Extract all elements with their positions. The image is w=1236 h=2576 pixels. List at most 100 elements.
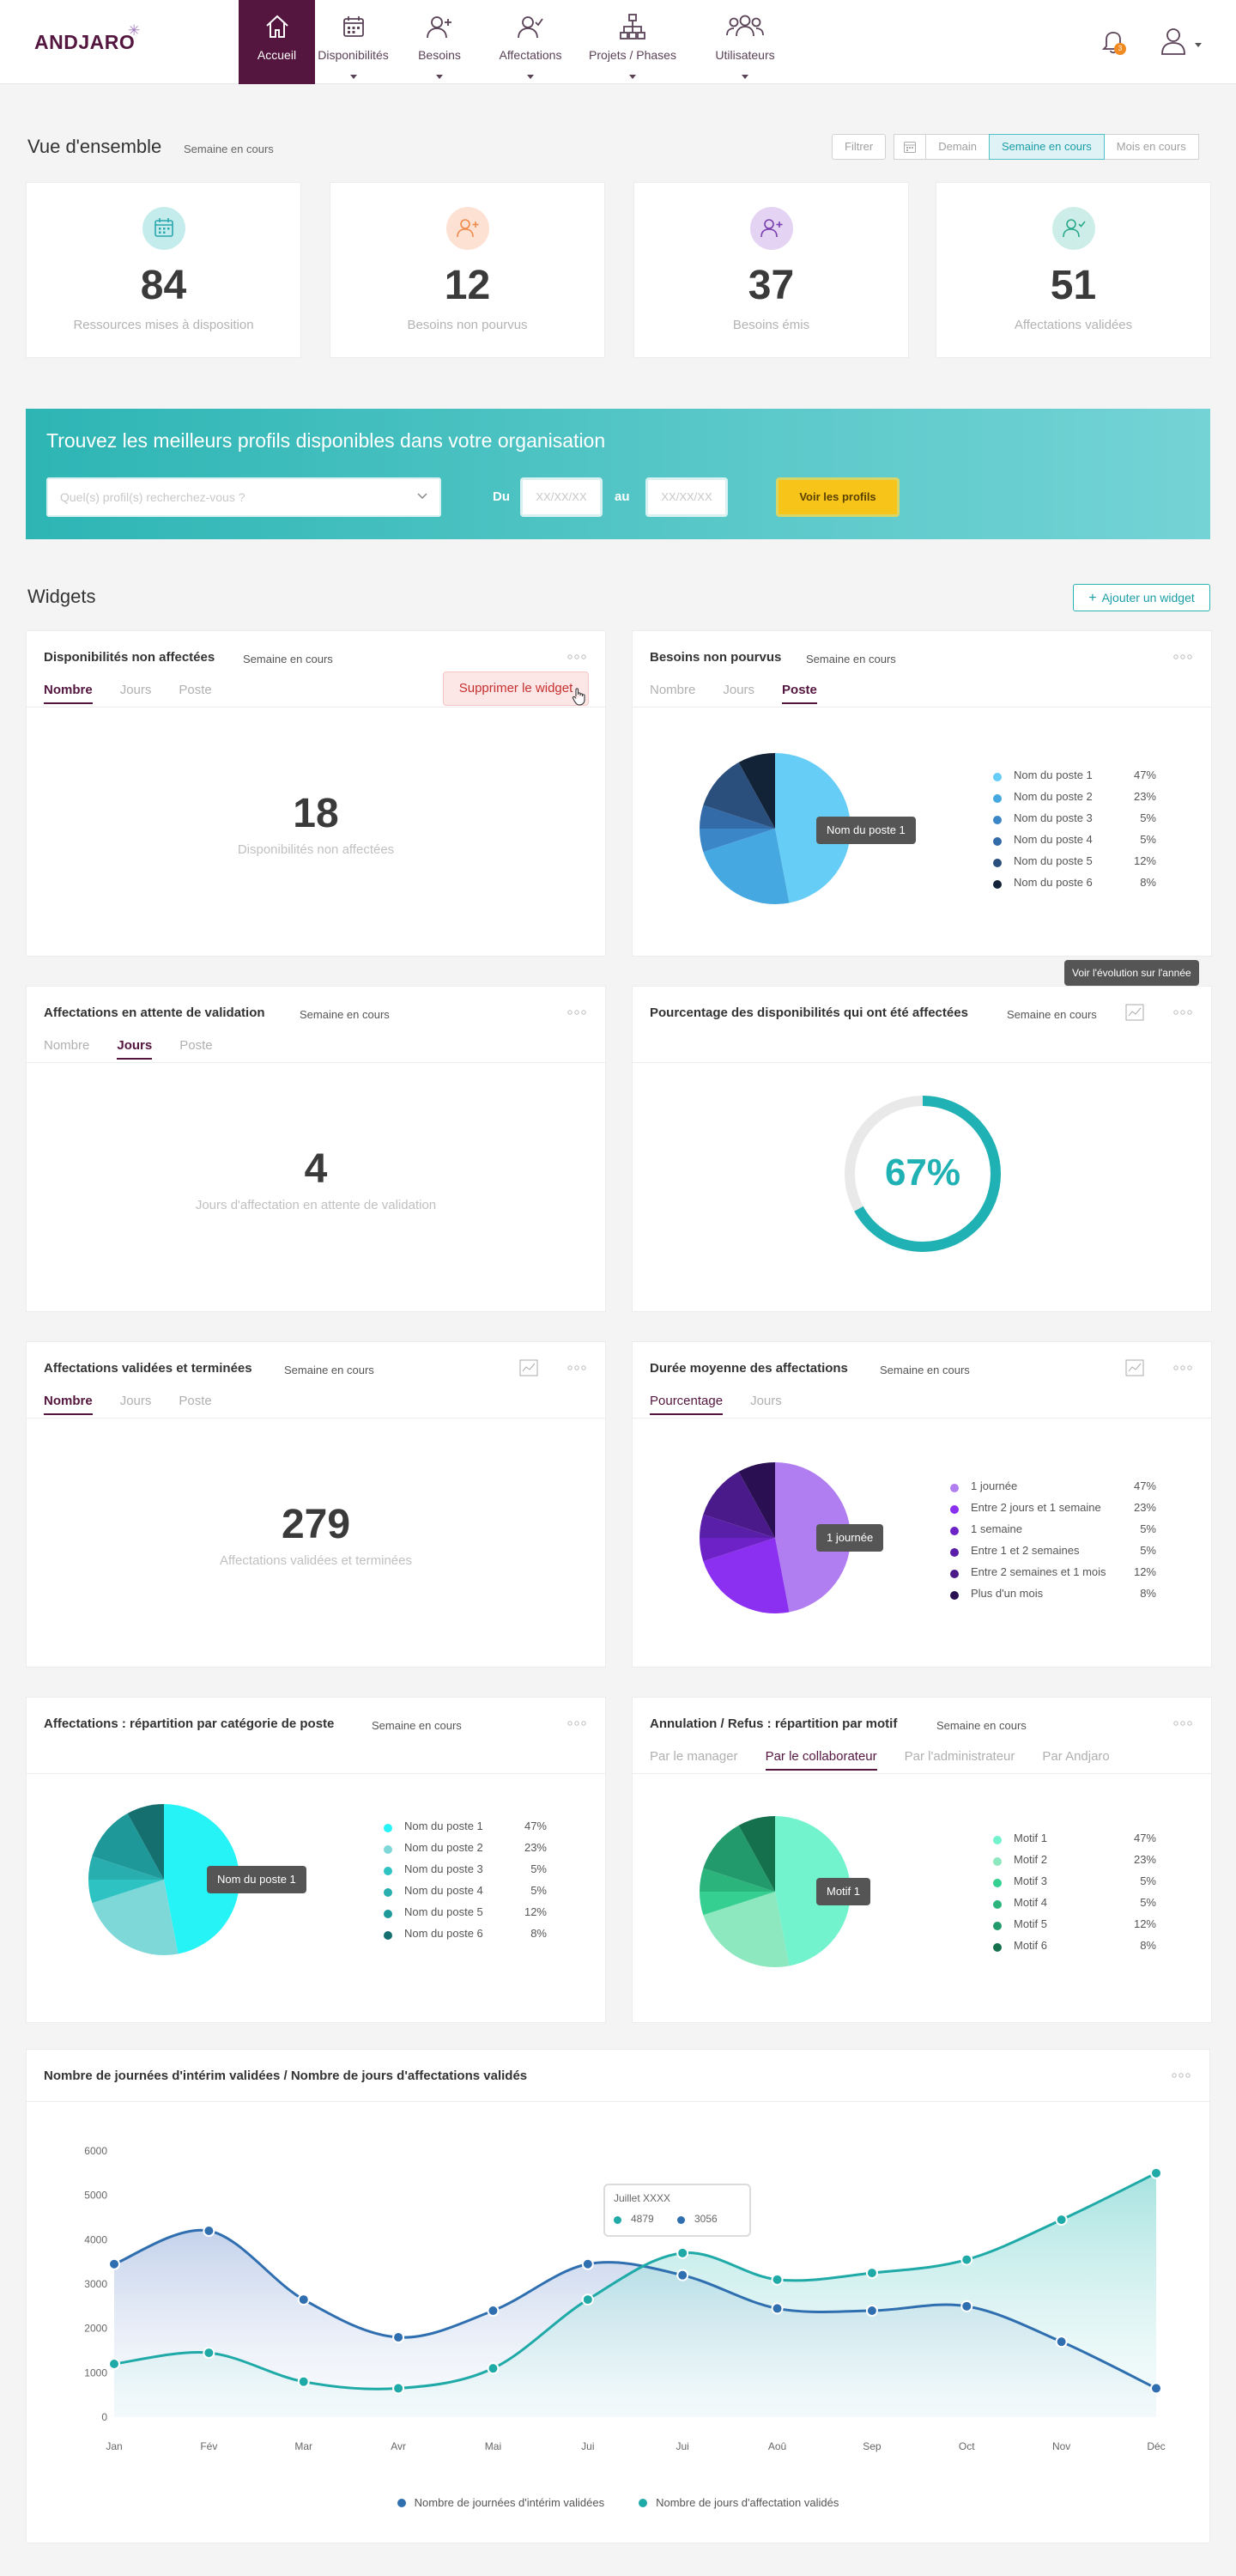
date-from-input[interactable]: XX/XX/XX: [520, 477, 603, 517]
nav-besoins[interactable]: Besoins: [391, 0, 488, 84]
tab-nombre[interactable]: Nombre: [44, 1394, 93, 1415]
kpi-card-ressources[interactable]: 84 Ressources mises à disposition: [26, 182, 301, 358]
more-options-icon[interactable]: [1173, 1009, 1192, 1016]
legend-item[interactable]: Nom du poste 3 5%: [993, 811, 1156, 833]
tab-par-le-manager[interactable]: Par le manager: [650, 1749, 738, 1764]
pie-slice[interactable]: [700, 1514, 775, 1538]
pie-slice[interactable]: [703, 1538, 790, 1613]
chevron-down-icon[interactable]: [1195, 43, 1202, 47]
nav-disponibilites[interactable]: Disponibilités: [315, 0, 391, 84]
data-point[interactable]: [1055, 2214, 1068, 2227]
data-point[interactable]: [1150, 2166, 1162, 2179]
pie-slice[interactable]: [88, 1880, 164, 1904]
legend-item[interactable]: 1 semaine 5%: [950, 1522, 1156, 1544]
pie-slice[interactable]: [700, 1892, 775, 1916]
kpi-card-affectations-validees[interactable]: 51 Affectations validées: [936, 182, 1211, 358]
nav-utilisateurs[interactable]: Utilisateurs: [692, 0, 798, 84]
data-point[interactable]: [676, 2269, 689, 2281]
pie-slice[interactable]: [775, 753, 851, 903]
pie-slice[interactable]: [738, 753, 775, 829]
more-options-icon[interactable]: [567, 1364, 586, 1371]
more-options-icon[interactable]: [567, 1009, 586, 1016]
legend-item[interactable]: Nom du poste 6 8%: [384, 1927, 547, 1948]
legend-item[interactable]: Plus d'un mois 8%: [950, 1587, 1156, 1608]
tab-nombre[interactable]: Nombre: [44, 683, 93, 704]
tab-jours[interactable]: Jours: [119, 683, 152, 697]
pie-chart[interactable]: [88, 1804, 239, 1955]
legend-item[interactable]: Motif 3 5%: [993, 1874, 1156, 1896]
data-point[interactable]: [108, 2358, 120, 2370]
tab-nombre[interactable]: Nombre: [650, 683, 696, 697]
legend-item[interactable]: Nom du poste 6 8%: [993, 876, 1156, 897]
legend-item[interactable]: Nom du poste 5 12%: [993, 854, 1156, 876]
data-point[interactable]: [960, 2253, 973, 2266]
data-point[interactable]: [676, 2246, 689, 2259]
legend-item[interactable]: Nom du poste 1 47%: [384, 1820, 547, 1841]
data-point[interactable]: [1055, 2336, 1068, 2348]
pie-slice[interactable]: [703, 1471, 775, 1538]
legend-item[interactable]: Entre 1 et 2 semaines 5%: [950, 1544, 1156, 1565]
more-options-icon[interactable]: [1172, 2072, 1191, 2079]
data-point[interactable]: [203, 2225, 215, 2237]
legend-item[interactable]: Entre 2 jours et 1 semaine 23%: [950, 1501, 1156, 1522]
data-point[interactable]: [1150, 2382, 1162, 2395]
data-point[interactable]: [960, 2300, 973, 2312]
legend-item[interactable]: Motif 4 5%: [993, 1896, 1156, 1917]
tab-poste[interactable]: Poste: [782, 683, 817, 704]
delete-widget-button[interactable]: Supprimer le widget: [443, 671, 589, 706]
add-widget-button[interactable]: + Ajouter un widget: [1073, 584, 1210, 611]
pie-slice[interactable]: [700, 805, 775, 829]
user-avatar-icon[interactable]: [1160, 26, 1186, 57]
data-point[interactable]: [297, 2375, 310, 2388]
legend-item[interactable]: Motif 5 12%: [993, 1917, 1156, 1939]
kpi-card-besoins-emis[interactable]: 37 Besoins émis: [633, 182, 909, 358]
more-options-icon[interactable]: [567, 1720, 586, 1727]
kpi-card-besoins-non-pourvus[interactable]: 12 Besoins non pourvus: [330, 182, 605, 358]
tab-poste[interactable]: Poste: [179, 1394, 212, 1408]
nav-affectations[interactable]: Affectations: [488, 0, 573, 84]
legend-item[interactable]: Nom du poste 1 47%: [993, 769, 1156, 790]
legend-item[interactable]: Motif 2 23%: [993, 1853, 1156, 1874]
filter-button[interactable]: Filtrer: [832, 134, 887, 160]
legend-item[interactable]: Nom du poste 4 5%: [993, 833, 1156, 854]
profile-search-select[interactable]: Quel(s) profil(s) recherchez-vous ?: [46, 477, 441, 517]
evolution-chart-icon[interactable]: [1125, 1359, 1144, 1376]
pie-slice[interactable]: [703, 1825, 775, 1892]
pie-slice[interactable]: [700, 1538, 775, 1562]
date-to-input[interactable]: XX/XX/XX: [645, 477, 728, 517]
tab-jours[interactable]: Jours: [119, 1394, 152, 1408]
evolution-chart-icon[interactable]: [1125, 1004, 1144, 1021]
pie-chart[interactable]: [700, 753, 851, 904]
legend-item[interactable]: Nom du poste 2 23%: [993, 790, 1156, 811]
legend-item[interactable]: Nom du poste 5 12%: [384, 1905, 547, 1927]
tab-par-andjaro[interactable]: Par Andjaro: [1042, 1749, 1110, 1764]
view-profiles-button[interactable]: Voir les profils: [776, 477, 900, 517]
data-point[interactable]: [487, 2305, 500, 2317]
pie-slice[interactable]: [700, 829, 775, 853]
legend-item[interactable]: Nom du poste 2 23%: [384, 1841, 547, 1862]
tab-jours[interactable]: Jours: [723, 683, 755, 697]
pie-slice[interactable]: [738, 1462, 775, 1538]
more-options-icon[interactable]: [1173, 1364, 1192, 1371]
logo[interactable]: ANDJARO: [34, 31, 136, 53]
tab-par-l-administrateur[interactable]: Par l'administrateur: [904, 1749, 1015, 1764]
data-point[interactable]: [392, 2382, 405, 2395]
data-point[interactable]: [487, 2362, 500, 2375]
tab-par-le-collaborateur[interactable]: Par le collaborateur: [765, 1749, 877, 1771]
pie-slice[interactable]: [164, 1804, 239, 1954]
pie-chart[interactable]: [700, 1462, 851, 1613]
pie-slice[interactable]: [92, 1880, 179, 1955]
tab-nombre[interactable]: Nombre: [44, 1038, 90, 1053]
legend-item[interactable]: Nombre de jours d'affectation validés: [639, 2496, 839, 2509]
data-point[interactable]: [392, 2331, 405, 2343]
tab-jours[interactable]: Jours: [750, 1394, 782, 1408]
pie-slice[interactable]: [738, 1816, 775, 1892]
line-chart[interactable]: 0 1000 2000 3000 4000 5000 6000 Jan Fév Mar Avr Mai…: [27, 2050, 1211, 2544]
pie-slice[interactable]: [703, 1892, 790, 1967]
pie-slice[interactable]: [127, 1804, 164, 1880]
tab-poste[interactable]: Poste: [179, 1038, 213, 1053]
pie-slice[interactable]: [703, 829, 790, 904]
legend-item[interactable]: 1 journée 47%: [950, 1479, 1156, 1501]
data-point[interactable]: [203, 2347, 215, 2360]
legend-item[interactable]: Entre 2 semaines et 1 mois 12%: [950, 1565, 1156, 1587]
